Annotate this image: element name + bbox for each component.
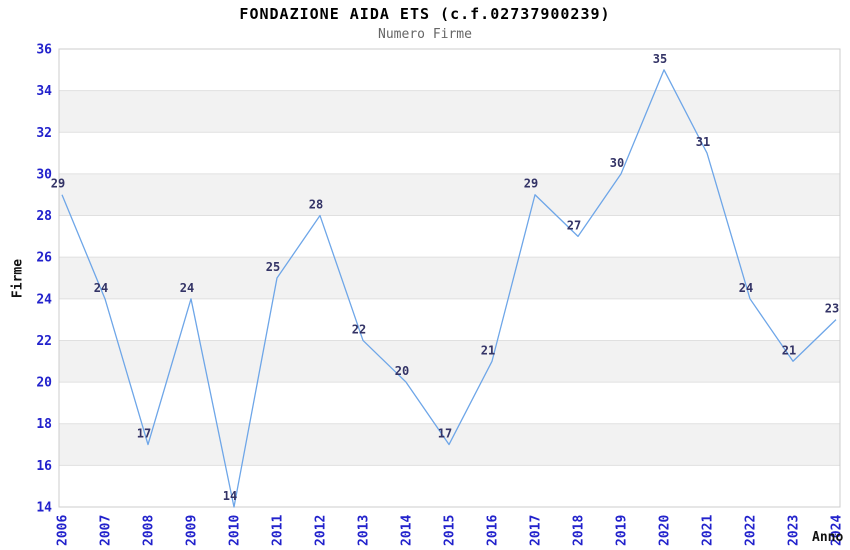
data-label: 23: [825, 302, 839, 316]
x-tick-label: 2008: [142, 515, 157, 546]
data-label: 29: [51, 177, 65, 191]
data-label: 17: [137, 427, 151, 441]
y-tick-label: 32: [36, 126, 52, 141]
x-tick-label: 2011: [271, 515, 286, 546]
y-tick-label: 34: [36, 84, 52, 99]
x-tick-label: 2022: [744, 515, 759, 546]
y-tick-label: 28: [36, 209, 52, 224]
data-label: 29: [524, 177, 538, 191]
plot-band: [59, 340, 840, 383]
y-tick-label: 16: [36, 459, 52, 474]
data-label: 25: [266, 260, 280, 274]
x-tick-label: 2018: [572, 515, 587, 546]
data-label: 30: [610, 156, 624, 170]
x-tick-label: 2019: [615, 515, 630, 546]
data-label: 31: [696, 135, 710, 149]
y-tick-label: 24: [36, 292, 52, 307]
data-label: 21: [782, 343, 796, 357]
y-tick-label: 18: [36, 417, 52, 432]
y-tick-label: 36: [36, 43, 52, 58]
data-label: 27: [567, 218, 581, 232]
chart-title: FONDAZIONE AIDA ETS (c.f.02737900239): [239, 5, 611, 23]
x-tick-label: 2015: [443, 515, 458, 546]
data-label: 24: [739, 281, 753, 295]
plot-band: [59, 257, 840, 299]
data-label: 24: [94, 281, 108, 295]
x-tick-label: 2020: [658, 515, 673, 546]
x-tick-label: 2007: [99, 515, 114, 546]
chart-subtitle: Numero Firme: [378, 27, 472, 42]
plot-border: [58, 48, 841, 508]
y-tick-label: 22: [36, 334, 52, 349]
data-label: 28: [309, 198, 323, 212]
x-tick-label: 2012: [314, 515, 329, 546]
x-tick-label: 2014: [400, 515, 415, 546]
data-label: 22: [352, 322, 366, 336]
x-tick-label: 2021: [701, 515, 716, 546]
x-tick-label: 2006: [56, 515, 71, 546]
x-tick-label: 2009: [185, 515, 200, 546]
data-label: 24: [180, 281, 194, 295]
y-tick-label: 14: [36, 501, 52, 516]
data-label: 35: [653, 52, 667, 66]
plot-band: [59, 90, 840, 133]
plot-band: [59, 173, 840, 216]
y-tick-label: 26: [36, 251, 52, 266]
y-tick-label: 20: [36, 376, 52, 391]
data-label: 14: [223, 489, 237, 503]
x-tick-label: 2017: [529, 515, 544, 546]
y-tick-label: 30: [36, 167, 52, 182]
x-tick-label: 2023: [787, 515, 802, 546]
line-series: [61, 69, 837, 508]
x-tick-label: 2010: [228, 515, 243, 546]
x-tick-label: 2024: [830, 515, 845, 546]
data-label: 17: [438, 427, 452, 441]
x-axis-title: Anno: [812, 530, 844, 545]
data-label: 21: [481, 343, 495, 357]
data-label: 20: [395, 364, 409, 378]
x-tick-label: 2016: [486, 515, 501, 546]
x-tick-label: 2013: [357, 515, 372, 546]
